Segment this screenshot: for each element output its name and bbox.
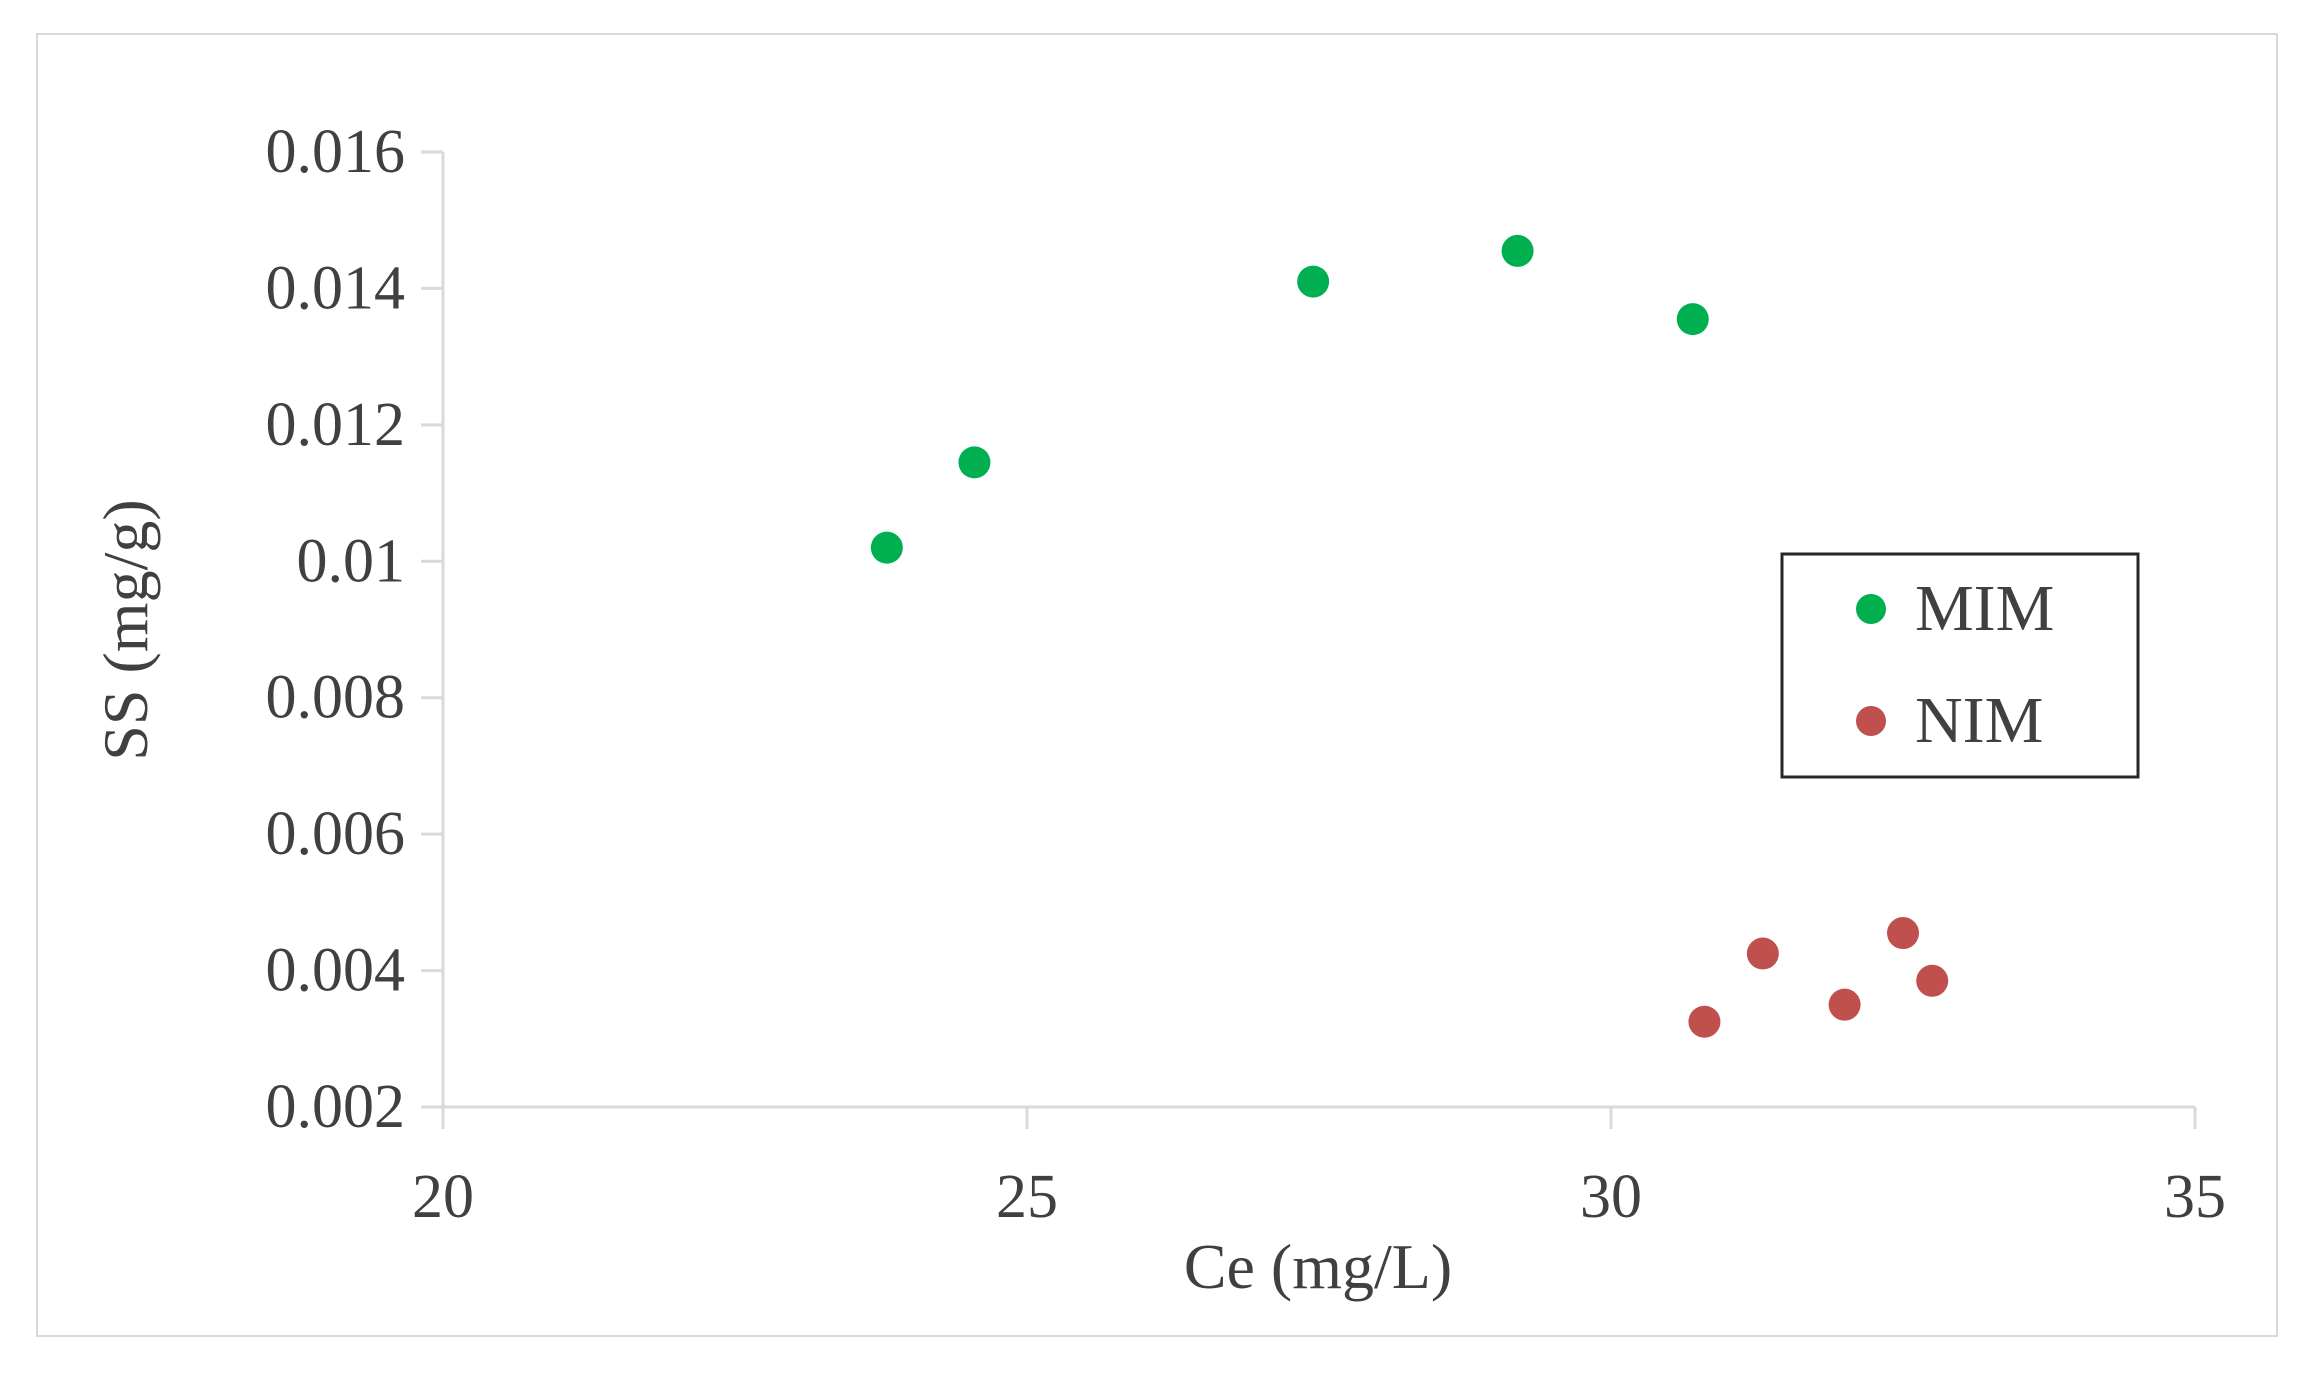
y-tick-label: 0.016: [266, 118, 406, 186]
data-point-nim: [1746, 937, 1779, 970]
y-tick-label: 0.012: [266, 391, 406, 459]
y-tick-label: 0.006: [266, 800, 406, 868]
y-tick-label: 0.004: [266, 937, 406, 1005]
y-tick-label: 0.002: [266, 1073, 406, 1141]
x-tick-label: 30: [1580, 1163, 1642, 1231]
data-point-mim: [1676, 303, 1709, 336]
y-tick-label: 0.01: [297, 527, 406, 595]
data-point-mim: [870, 531, 903, 564]
legend-marker-mim: [1856, 594, 1886, 624]
data-points: [870, 234, 1949, 1038]
data-point-nim: [1828, 988, 1861, 1021]
data-point-nim: [1887, 917, 1919, 950]
y-tick-label: 0.014: [266, 254, 406, 322]
data-point-mim: [958, 446, 991, 479]
series-mim: [870, 234, 1709, 564]
legend-label-nim: NIM: [1915, 684, 2043, 757]
legend-marker-nim: [1856, 706, 1886, 736]
series-nim: [1688, 917, 1949, 1038]
x-tick-label: 35: [2164, 1163, 2226, 1231]
data-point-nim: [1916, 964, 1949, 997]
y-ticks: 0.002 0.004 0.006 0.008 0.01 0.012 0.014 0.016: [266, 118, 443, 1141]
x-tick-label: 25: [996, 1163, 1058, 1231]
x-axis-title: Ce (mg/L): [1184, 1231, 1452, 1302]
x-tick-label: 20: [412, 1163, 474, 1231]
legend-label-mim: MIM: [1915, 572, 2054, 645]
legend: MIM NIM: [1780, 552, 2140, 779]
x-ticks: 20 25 30 35: [412, 1107, 2226, 1231]
y-axis-title: SS (mg/g): [90, 499, 161, 760]
legend-box: [1780, 552, 2140, 779]
data-point-mim: [1501, 234, 1534, 267]
y-tick-label: 0.008: [266, 664, 406, 732]
data-point-mim: [1297, 265, 1330, 298]
axes: [441, 152, 2195, 1109]
data-point-nim: [1688, 1005, 1721, 1038]
